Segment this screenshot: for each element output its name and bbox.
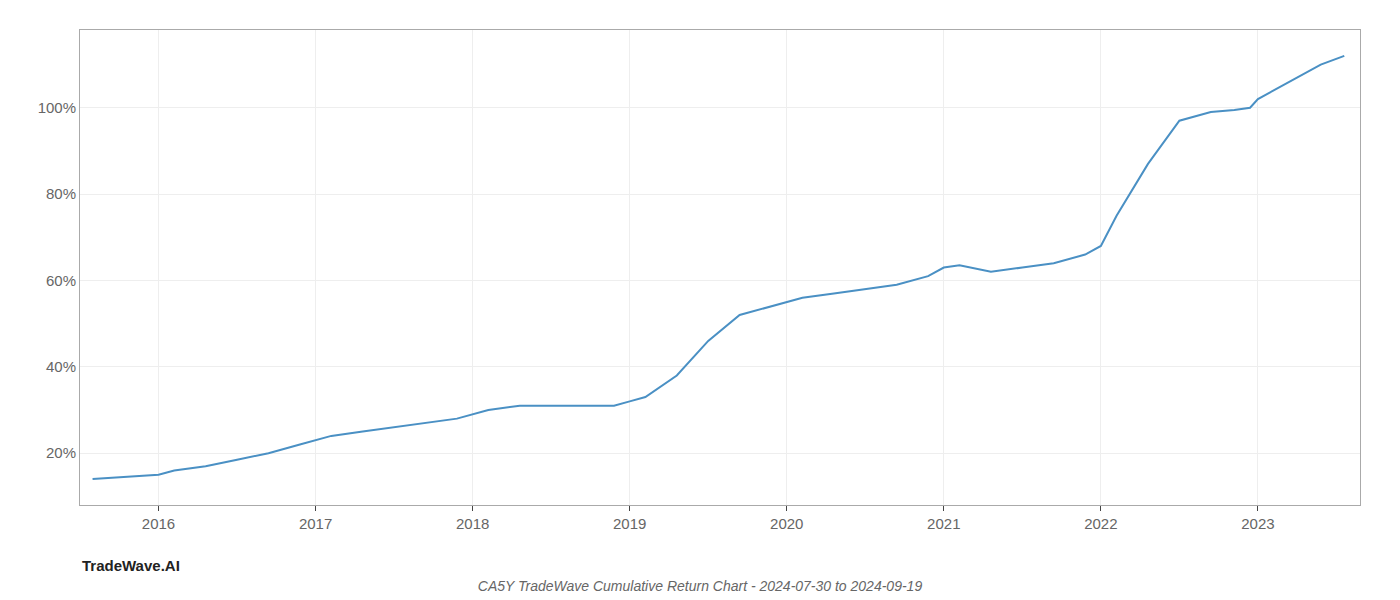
svg-text:40%: 40% bbox=[46, 358, 76, 375]
svg-text:2017: 2017 bbox=[299, 515, 332, 532]
svg-text:2021: 2021 bbox=[927, 515, 960, 532]
svg-text:2022: 2022 bbox=[1084, 515, 1117, 532]
svg-text:2023: 2023 bbox=[1241, 515, 1274, 532]
svg-text:2019: 2019 bbox=[613, 515, 646, 532]
svg-text:2018: 2018 bbox=[456, 515, 489, 532]
svg-text:20%: 20% bbox=[46, 444, 76, 461]
svg-text:CA5Y TradeWave Cumulative Retu: CA5Y TradeWave Cumulative Return Chart -… bbox=[478, 578, 923, 594]
svg-text:2020: 2020 bbox=[770, 515, 803, 532]
svg-text:2016: 2016 bbox=[142, 515, 175, 532]
svg-text:80%: 80% bbox=[46, 185, 76, 202]
svg-text:60%: 60% bbox=[46, 272, 76, 289]
svg-text:100%: 100% bbox=[38, 99, 76, 116]
svg-text:TradeWave.AI: TradeWave.AI bbox=[82, 557, 180, 574]
